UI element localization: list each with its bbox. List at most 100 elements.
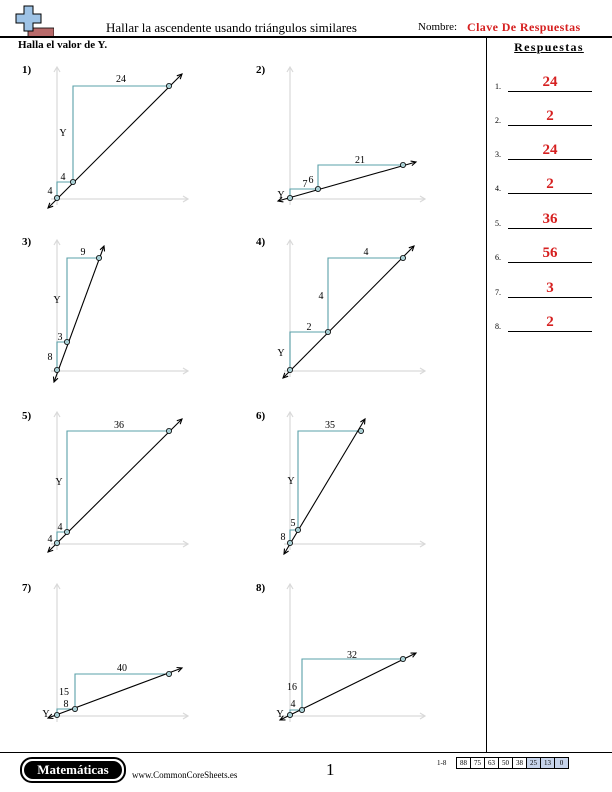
- slope-line: [283, 418, 366, 555]
- answer-number: 7.: [495, 288, 501, 297]
- small-rise-label: Y: [277, 190, 284, 201]
- line-point: [286, 194, 293, 201]
- large-triangle: [74, 673, 169, 709]
- x-axis-arrow: [182, 540, 190, 548]
- answer-number: 4.: [495, 184, 501, 193]
- line-arrow-head: [176, 418, 183, 425]
- top-run-label: 9: [81, 247, 86, 258]
- line-point: [324, 328, 331, 335]
- answer-number: 3.: [495, 150, 501, 159]
- large-triangle: [66, 257, 99, 342]
- small-rise-label: Y: [277, 348, 284, 359]
- slope-line: [47, 667, 183, 719]
- big-rise-label: Y: [55, 477, 62, 488]
- problem-number: 5): [22, 410, 32, 422]
- y-axis-arrow: [286, 65, 294, 73]
- x-axis-arrow: [182, 367, 190, 375]
- problem-number: 8): [256, 582, 266, 594]
- line-arrow-head: [408, 245, 415, 252]
- score-cell: 25: [526, 757, 541, 769]
- answer-value: 36: [542, 211, 558, 227]
- small-run-label: 4: [58, 522, 63, 533]
- score-cell: 50: [498, 757, 513, 769]
- small-triangle: [289, 331, 328, 370]
- line-arrow-head: [410, 160, 418, 167]
- line-point: [64, 338, 71, 345]
- y-axis-arrow: [286, 238, 294, 246]
- x-axis-arrow: [419, 712, 427, 720]
- large-triangle: [72, 85, 169, 182]
- line-point: [165, 671, 172, 678]
- page-title: Hallar la ascendente usando triángulos s…: [106, 20, 357, 35]
- subject-badge-label: Matemáticas: [24, 761, 122, 779]
- answer-line: [508, 193, 592, 194]
- site-url: www.CommonCoreSheets.es: [132, 770, 238, 780]
- small-run-label: 7: [303, 179, 308, 190]
- top-run-label: 32: [347, 650, 357, 661]
- large-triangle: [301, 658, 403, 710]
- answer-value: 3: [546, 280, 554, 296]
- line-arrow-head: [176, 666, 184, 673]
- answer-value: 2: [546, 108, 554, 124]
- line-point: [314, 185, 321, 192]
- line-point: [294, 527, 301, 534]
- answer-value: 56: [542, 245, 558, 261]
- answer-line: [508, 91, 592, 92]
- line-point: [54, 540, 61, 547]
- line-arrow-head: [176, 73, 183, 80]
- line-arrow-tail: [283, 548, 289, 556]
- top-run-label: 35: [325, 420, 335, 431]
- answer-number: 1.: [495, 82, 501, 91]
- x-axis-arrow: [182, 712, 190, 720]
- header-divider: [0, 36, 612, 38]
- small-run-label: 2: [307, 322, 312, 333]
- answer-line: [508, 297, 592, 298]
- line-point: [54, 366, 61, 373]
- line-arrow-tail: [47, 546, 54, 553]
- answer-line: [508, 228, 592, 229]
- answer-line: [508, 262, 592, 263]
- answer-number: 2.: [495, 116, 501, 125]
- slope-line: [47, 73, 183, 209]
- small-rise-label: 4: [48, 534, 53, 545]
- line-point: [54, 194, 61, 201]
- page-number: 1: [326, 760, 335, 779]
- large-triangle: [66, 430, 169, 532]
- line-point: [286, 366, 293, 373]
- problem-number: 6): [256, 410, 266, 422]
- big-rise-label: 15: [59, 687, 69, 698]
- top-run-label: 4: [364, 247, 369, 258]
- line-arrow-head: [410, 652, 418, 658]
- line-arrow-tail: [52, 376, 59, 384]
- line-point: [64, 529, 71, 536]
- large-triangle: [317, 164, 403, 189]
- line-arrow-tail: [46, 713, 54, 720]
- line-point: [165, 427, 172, 434]
- problem-number: 2): [256, 64, 266, 76]
- y-axis-arrow: [53, 410, 61, 418]
- line-point: [96, 254, 103, 261]
- big-rise-label: Y: [287, 476, 294, 487]
- line-point: [70, 178, 77, 185]
- small-triangle: [56, 341, 67, 370]
- line-arrow-tail: [282, 372, 289, 379]
- answer-value: 2: [546, 314, 554, 330]
- slope-line: [282, 245, 415, 379]
- name-label: Nombre:: [418, 21, 458, 33]
- y-axis-arrow: [53, 582, 61, 590]
- line-point: [286, 540, 293, 547]
- score-cell: 38: [512, 757, 527, 769]
- small-triangle: [56, 181, 73, 198]
- line-point: [399, 161, 406, 168]
- line-point: [165, 83, 172, 90]
- line-arrow-head: [360, 417, 366, 425]
- subject-badge: Matemáticas: [20, 757, 126, 783]
- large-triangle: [327, 257, 403, 332]
- small-run-label: 4: [291, 699, 296, 710]
- line-point: [286, 712, 293, 719]
- top-run-label: 36: [114, 420, 124, 431]
- problem-number: 1): [22, 64, 32, 76]
- answer-value: 2: [546, 176, 554, 192]
- x-axis-arrow: [182, 195, 190, 203]
- score-cell: 0: [554, 757, 569, 769]
